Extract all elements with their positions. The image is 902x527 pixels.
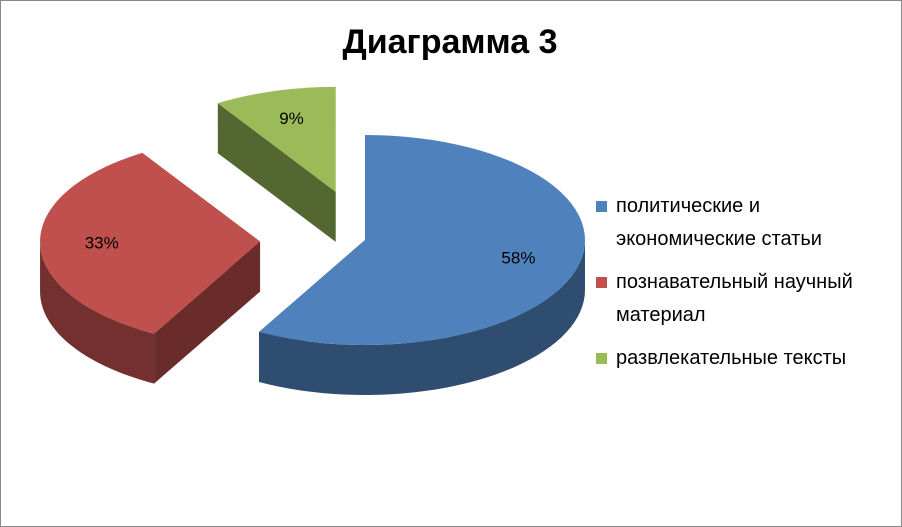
- slice: [259, 135, 585, 345]
- legend-label: развлекательные тексты: [616, 347, 847, 369]
- legend: политические и экономические статьи позна…: [596, 190, 896, 385]
- legend-item: познавательный научный материал: [596, 266, 896, 332]
- data-label: 9%: [279, 109, 304, 128]
- data-label: 33%: [85, 233, 119, 252]
- legend-item: развлекательные тексты: [596, 342, 896, 375]
- slice: [217, 86, 336, 192]
- legend-swatch: [596, 277, 607, 288]
- legend-item: политические и экономические статьи: [596, 190, 896, 256]
- legend-label: познавательный научный материал: [616, 271, 853, 326]
- slice-side: [217, 103, 336, 242]
- slice: [40, 152, 261, 334]
- legend-swatch: [596, 353, 607, 364]
- legend-label: политические и экономические статьи: [616, 195, 822, 250]
- legend-swatch: [596, 201, 607, 212]
- slice-side: [40, 241, 155, 384]
- slice-side: [259, 240, 585, 395]
- chart-title: Диаграмма 3: [343, 23, 558, 61]
- data-label: 58%: [501, 248, 535, 267]
- slice-side: [154, 241, 261, 384]
